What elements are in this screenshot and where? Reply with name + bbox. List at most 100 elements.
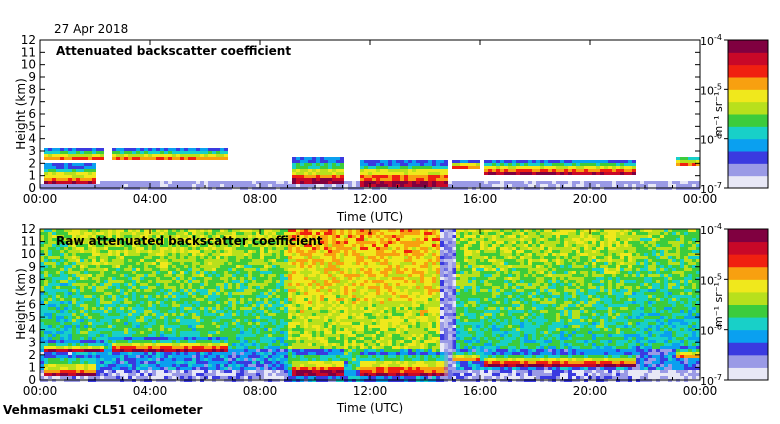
heatmap-cell [144,364,148,367]
heatmap-cell [76,355,80,358]
heatmap-cell [260,283,264,286]
heatmap-cell [488,172,492,175]
heatmap-cell [224,355,228,358]
heatmap-cell [436,184,440,187]
heatmap-cell [160,343,164,346]
heatmap-cell [596,181,600,184]
heatmap-cell [264,259,268,262]
heatmap-cell [136,304,140,307]
heatmap-cell [540,184,544,187]
heatmap-cell [428,163,432,166]
heatmap-cell [604,169,608,172]
heatmap-cell [500,172,504,175]
heatmap-cell [56,250,60,253]
heatmap-cell [248,292,252,295]
heatmap-cell [564,181,568,184]
heatmap-cell [416,184,420,187]
heatmap-cell [320,316,324,319]
heatmap-cell [224,286,228,289]
heatmap-cell [296,310,300,313]
heatmap-cell [228,256,232,259]
heatmap-cell [56,265,60,268]
heatmap-cell [108,334,112,337]
heatmap-cell [156,274,160,277]
heatmap-cell [192,328,196,331]
heatmap-cell [40,292,44,295]
heatmap-cell [212,346,216,349]
heatmap-cell [112,262,116,265]
heatmap-cell [272,361,276,364]
heatmap-cell [52,286,56,289]
heatmap-cell [136,154,140,157]
heatmap-cell [540,166,544,169]
heatmap-cell [220,250,224,253]
heatmap-cell [228,328,232,331]
heatmap-cell [52,151,56,154]
heatmap-cell [484,169,488,172]
heatmap-cell [252,343,256,346]
heatmap-cell [608,163,612,166]
heatmap-cell [320,373,324,376]
heatmap-cell [232,358,236,361]
heatmap-cell [268,340,272,343]
heatmap-cell [284,325,288,328]
heatmap-cell [272,310,276,313]
heatmap-cell [624,172,628,175]
heatmap-cell [252,283,256,286]
heatmap-cell [416,163,420,166]
heatmap-cell [268,271,272,274]
heatmap-cell [252,328,256,331]
heatmap-cell [48,244,52,247]
heatmap-cell [588,166,592,169]
heatmap-cell [244,325,248,328]
heatmap-cell [484,172,488,175]
heatmap-cell [260,367,264,370]
heatmap-cell [164,337,168,340]
heatmap-cell [400,160,404,163]
heatmap-cell [60,268,64,271]
heatmap-cell [48,304,52,307]
heatmap-cell [316,352,320,355]
heatmap-cell [52,277,56,280]
heatmap-cell [200,364,204,367]
heatmap-cell [568,172,572,175]
heatmap-cell [148,361,152,364]
heatmap-cell [240,301,244,304]
heatmap-cell [76,163,80,166]
heatmap-cell [140,286,144,289]
heatmap-cell [44,157,48,160]
heatmap-cell [500,169,504,172]
heatmap-cell [308,325,312,328]
heatmap-cell [288,349,292,352]
heatmap-cell [508,166,512,169]
heatmap-cell [312,268,316,271]
heatmap-cell [84,169,88,172]
heatmap-cell [228,250,232,253]
heatmap-cell [300,280,304,283]
heatmap-cell [224,310,228,313]
heatmap-cell [316,184,320,187]
heatmap-cell [288,316,292,319]
heatmap-cell [256,250,260,253]
heatmap-cell [44,250,48,253]
heatmap-cell [100,367,104,370]
heatmap-cell [276,280,280,283]
heatmap-cell [280,181,284,184]
heatmap-cell [120,289,124,292]
heatmap-cell [168,295,172,298]
heatmap-cell [168,331,172,334]
heatmap-cell [180,148,184,151]
heatmap-cell [232,328,236,331]
heatmap-cell [44,172,48,175]
heatmap-cell [56,283,60,286]
heatmap-cell [96,322,100,325]
heatmap-cell [124,364,128,367]
heatmap-cell [168,304,172,307]
heatmap-cell [300,292,304,295]
heatmap-cell [188,319,192,322]
heatmap-cell [272,367,276,370]
heatmap-cell [236,304,240,307]
heatmap-cell [64,358,68,361]
heatmap-cell [280,295,284,298]
heatmap-cell [140,364,144,367]
